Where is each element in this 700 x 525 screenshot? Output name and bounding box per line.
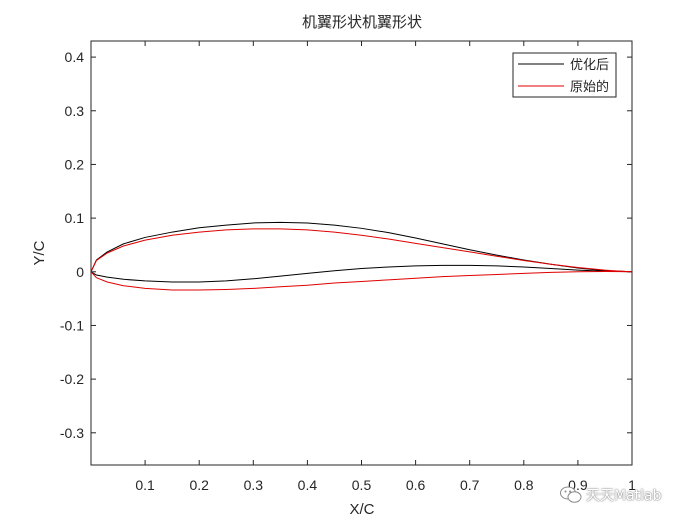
x-axis-ticks: 0.1 0.2 0.3 0.4 0.5 0.6 0.7 0.8 0.9 1 xyxy=(135,41,636,493)
x-tick-label: 0.7 xyxy=(460,477,480,493)
series-original-upper-surface xyxy=(90,228,633,273)
y-axis-ticks: 0.4 0.3 0.2 0.1 0 -0.1 -0.2 -0.3 xyxy=(60,49,632,441)
x-tick-label: 0.5 xyxy=(352,477,372,493)
watermark-text: 天天Matlab xyxy=(586,488,662,504)
plot-area xyxy=(90,40,633,466)
legend-box xyxy=(512,52,617,98)
y-axis-label: Y/C xyxy=(31,240,48,265)
wechat-icon xyxy=(560,486,582,503)
y-tick-label: 0.4 xyxy=(65,49,85,65)
series-original-lower-surface xyxy=(90,271,633,291)
x-tick-label: 0.8 xyxy=(514,477,534,493)
x-tick-label: 0.1 xyxy=(135,477,155,493)
x-tick-label: 1 xyxy=(628,477,636,493)
legend-label-original: 原始的 xyxy=(570,79,609,95)
x-tick-label: 0.6 xyxy=(406,477,426,493)
y-tick-label: -0.3 xyxy=(60,425,84,441)
chart-title: 机翼形状机翼形状 xyxy=(302,13,422,31)
x-axis-label: X/C xyxy=(349,501,374,518)
y-tick-label: 0.3 xyxy=(65,103,85,119)
x-tick-label: 0.2 xyxy=(189,477,209,493)
y-tick-label: -0.1 xyxy=(60,317,84,333)
y-tick-label: 0 xyxy=(76,264,84,280)
legend: 优化后 原始的 xyxy=(512,52,617,98)
x-tick-label: 0.3 xyxy=(244,477,264,493)
y-tick-label: 0.1 xyxy=(65,210,85,226)
watermark: 天天Matlab xyxy=(560,484,685,506)
series-optimized-lower-surface xyxy=(90,264,633,283)
y-tick-label: 0.2 xyxy=(65,156,85,172)
legend-label-optimized: 优化后 xyxy=(570,58,609,73)
x-tick-label: 0.4 xyxy=(298,477,318,493)
y-tick-label: -0.2 xyxy=(60,371,84,387)
series-layer xyxy=(90,221,633,291)
